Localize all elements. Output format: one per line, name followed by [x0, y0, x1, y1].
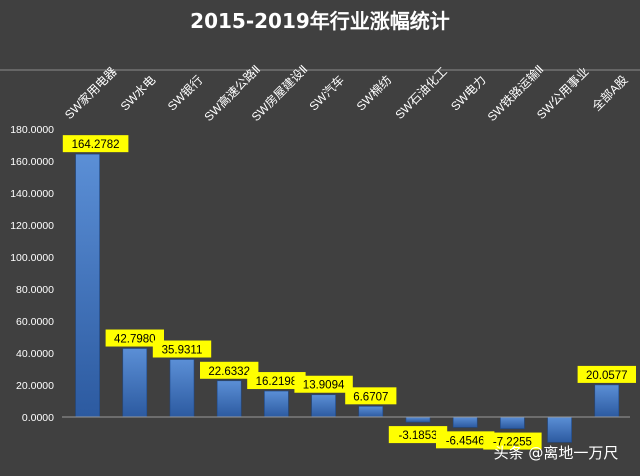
bar [122, 348, 148, 418]
data-label-box [345, 387, 397, 405]
bar [169, 359, 195, 418]
y-tick-label: 20.0000 [16, 380, 54, 392]
data-label: -7.2255 [483, 432, 542, 450]
data-labels: 164.2782 42.7980 35.9311 22.6332 16.2198 13.9… [62, 135, 636, 450]
data-label: 22.6332 [200, 361, 259, 379]
data-label-text: -7.2255 [493, 437, 532, 449]
bar [594, 384, 620, 418]
y-tick-label: 120.0000 [10, 220, 54, 232]
bar [405, 416, 431, 423]
data-label-text: 20.0577 [586, 370, 628, 382]
bar [500, 416, 525, 429]
chart-title: 2015-2019年行业涨幅统计 [190, 9, 450, 33]
x-category-label: SW银行 [165, 73, 206, 114]
data-label: -6.4546 [436, 431, 495, 449]
data-label: 13.9094 [294, 375, 353, 393]
data-label-box [436, 431, 495, 449]
data-label-box [294, 375, 353, 393]
data-label-text: -3.1853 [398, 430, 437, 442]
data-label: 20.0577 [577, 365, 636, 383]
watermark-text: 头条 @离地一万尺 [494, 444, 619, 462]
data-label: 35.9311 [152, 340, 212, 358]
y-tick-label: 160.0000 [10, 156, 54, 168]
y-tick-label: 80.0000 [16, 284, 54, 296]
data-label-box [200, 361, 259, 379]
data-label-text: 16.2198 [256, 376, 298, 388]
y-tick-label: 140.0000 [10, 188, 54, 200]
data-label-box [388, 426, 448, 444]
data-label-text: 164.2782 [72, 139, 120, 151]
data-label-box [247, 372, 306, 390]
data-label-box [483, 432, 542, 450]
bar [547, 416, 572, 443]
data-label-text: 42.7980 [114, 334, 156, 346]
bar [311, 394, 336, 418]
data-label: 42.7980 [105, 329, 164, 347]
data-label-text: 35.9311 [162, 345, 203, 357]
x-category-label: SW棉纺 [354, 73, 395, 114]
data-label-box [577, 365, 636, 383]
data-label: -3.1853 [388, 426, 448, 444]
data-label-text: 22.6332 [208, 366, 250, 378]
data-label: 6.6707 [345, 387, 397, 405]
bar [264, 390, 289, 418]
data-label-text: -6.4546 [446, 435, 485, 447]
y-axis: 0.0000 20.0000 40.0000 60.0000 80.0000 100.00… [10, 124, 54, 424]
y-tick-label: 40.0000 [16, 348, 54, 360]
data-label-box [105, 329, 164, 347]
y-tick-label: 60.0000 [16, 316, 54, 328]
y-tick-label: 100.0000 [10, 252, 54, 264]
bars [75, 153, 620, 443]
data-label-box [152, 340, 212, 358]
bar [216, 380, 242, 418]
y-tick-label: 0.0000 [22, 412, 54, 424]
data-label-box [62, 135, 129, 153]
data-label-text: 6.6707 [353, 391, 388, 403]
data-label: 164.2782 [62, 135, 129, 153]
bar [358, 406, 384, 418]
x-category-label: 全部A股 [589, 72, 631, 114]
data-label: 16.2198 [247, 372, 306, 390]
y-tick-label: 180.0000 [10, 124, 54, 136]
bar [452, 416, 478, 428]
x-category-label: SW石油化工 [392, 64, 450, 122]
x-category-label: SW电力 [448, 73, 489, 114]
data-label-text: 13.9094 [303, 380, 345, 392]
x-category-label: SW家用电器 [61, 64, 119, 122]
bar [75, 153, 100, 418]
x-category-label: SW水电 [118, 73, 159, 114]
x-category-label: SW汽车 [306, 72, 347, 113]
